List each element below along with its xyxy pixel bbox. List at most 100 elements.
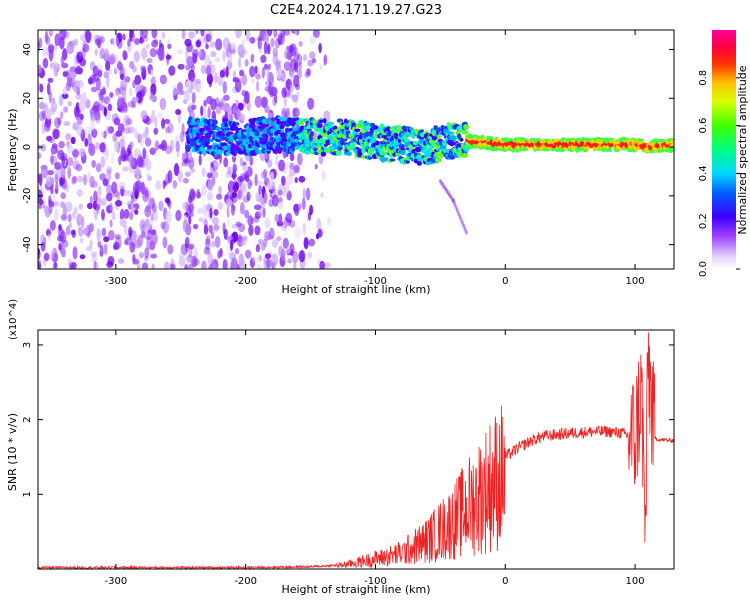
- ridge-cell: [419, 129, 425, 133]
- noise-speck: [229, 239, 234, 251]
- noise-speck: [271, 239, 279, 248]
- noise-speck: [276, 68, 283, 80]
- noise-speck: [286, 173, 294, 185]
- noise-speck: [136, 264, 141, 269]
- noise-speck: [215, 103, 222, 115]
- noise-speck: [81, 216, 85, 229]
- ridge-cell: [348, 132, 353, 138]
- noise-speck: [248, 224, 254, 237]
- noise-speck: [105, 149, 109, 161]
- noise-speck: [38, 189, 43, 201]
- noise-speck: [149, 218, 154, 231]
- noise-speck: [317, 228, 323, 238]
- noise-speck: [41, 49, 49, 58]
- noise-speck: [258, 255, 263, 262]
- noise-speck: [102, 201, 107, 207]
- noise-speck: [129, 60, 135, 69]
- noise-speck: [200, 64, 207, 74]
- noise-speck: [316, 218, 322, 232]
- noise-speck: [67, 100, 73, 107]
- noise-speck: [38, 110, 46, 122]
- ridge-cell: [305, 146, 311, 152]
- ridge-cell: [290, 120, 296, 126]
- noise-speck: [320, 192, 324, 198]
- noise-speck: [280, 248, 286, 262]
- noise-speck: [40, 144, 46, 152]
- noise-speck: [130, 155, 135, 168]
- ridge-cell: [359, 120, 365, 126]
- noise-speck: [123, 239, 129, 246]
- noise-speck: [277, 32, 282, 40]
- noise-speck: [311, 58, 317, 64]
- noise-speck: [41, 110, 46, 120]
- noise-speck: [296, 53, 303, 66]
- noise-speck: [251, 78, 255, 84]
- noise-speck: [209, 60, 213, 68]
- noise-speck: [107, 229, 115, 241]
- noise-speck: [95, 77, 101, 91]
- noise-speck: [307, 251, 313, 259]
- noise-speck: [207, 106, 211, 119]
- noise-speck: [289, 43, 297, 57]
- weak-branch-cell: [453, 201, 457, 207]
- weak-branch-cell: [462, 223, 466, 229]
- noise-speck: [118, 155, 122, 166]
- noise-speck: [108, 68, 112, 75]
- noise-speck: [85, 245, 93, 252]
- noise-speck: [187, 150, 192, 161]
- ridge-cell: [350, 142, 356, 148]
- noise-speck: [217, 201, 224, 210]
- noise-speck: [222, 222, 226, 235]
- noise-speck: [138, 251, 145, 259]
- noise-speck: [210, 241, 216, 248]
- noise-speck: [211, 226, 218, 233]
- noise-speck: [175, 140, 180, 153]
- noise-speck: [144, 205, 152, 218]
- noise-speck: [98, 91, 104, 101]
- ridge-cell: [335, 149, 342, 156]
- noise-speck: [264, 217, 271, 229]
- noise-speck: [177, 112, 181, 124]
- noise-speck: [40, 242, 46, 252]
- noise-speck: [188, 263, 194, 269]
- noise-speck: [66, 74, 73, 88]
- noise-speck: [176, 150, 180, 158]
- ridge-cell: [317, 123, 323, 128]
- ridge-cell: [298, 118, 305, 122]
- ridge-cell: [276, 129, 283, 135]
- noise-speck: [113, 64, 118, 72]
- noise-speck: [90, 86, 98, 93]
- noise-speck: [157, 112, 163, 119]
- noise-speck: [91, 254, 98, 264]
- noise-speck: [50, 152, 54, 166]
- noise-speck: [225, 170, 233, 179]
- noise-speck: [105, 192, 113, 202]
- noise-speck: [151, 232, 158, 246]
- noise-speck: [253, 204, 262, 211]
- ridge-cell: [386, 135, 392, 139]
- noise-speck: [78, 99, 86, 112]
- noise-speck: [302, 53, 308, 62]
- noise-speck: [234, 182, 240, 190]
- noise-speck: [113, 117, 121, 126]
- noise-speck: [150, 212, 154, 221]
- noise-speck: [74, 67, 81, 75]
- snr-x-tick-label: -200: [234, 576, 257, 587]
- noise-speck: [83, 174, 87, 186]
- noise-speck: [78, 50, 82, 57]
- noise-speck: [124, 76, 131, 83]
- ridge-cell: [361, 154, 366, 160]
- noise-speck: [173, 163, 180, 177]
- noise-speck: [97, 63, 103, 72]
- noise-speck: [198, 217, 204, 223]
- noise-speck: [166, 197, 171, 207]
- noise-speck: [151, 39, 159, 48]
- weak-branch-cell: [463, 227, 467, 232]
- noise-speck: [288, 67, 295, 78]
- noise-speck: [301, 197, 306, 210]
- noise-speck: [319, 260, 325, 269]
- noise-speck: [93, 34, 101, 43]
- noise-speck: [210, 161, 214, 168]
- noise-speck: [239, 69, 245, 77]
- noise-speck: [125, 154, 130, 162]
